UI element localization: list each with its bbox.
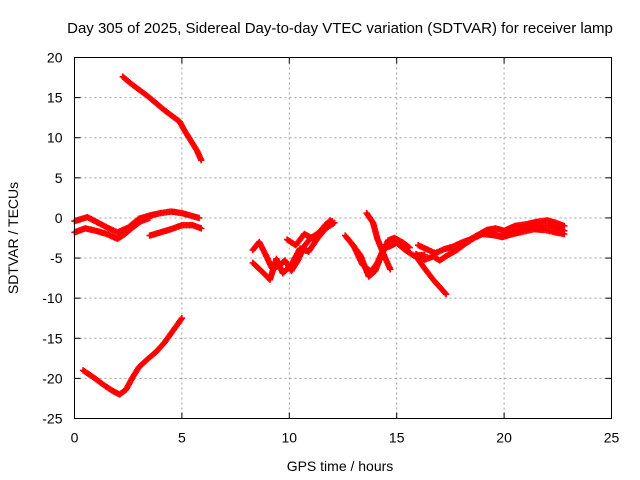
x-tick-label: 10 (282, 430, 298, 446)
plot-frame (74, 57, 612, 419)
data-point-marker (146, 214, 153, 222)
data-point-marker (561, 222, 568, 230)
series-track-j (348, 234, 413, 280)
data-point-marker (441, 289, 449, 297)
data-point-marker (198, 225, 205, 232)
data-point-marker (195, 214, 203, 222)
chart-title: Day 305 of 2025, Sidereal Day-to-day VTE… (67, 20, 613, 37)
data-point-marker (561, 230, 568, 238)
series-track-e (146, 221, 205, 239)
data-point-marker (329, 220, 337, 227)
data-point-marker (325, 218, 333, 225)
x-tick-label: 15 (389, 430, 405, 446)
data-point-marker (387, 266, 394, 273)
series-track-a (119, 73, 205, 164)
y-tick-label: -15 (42, 330, 62, 346)
y-axis-label: SDTVAR / TECUs (5, 182, 21, 294)
y-tick-label: -10 (42, 290, 62, 306)
x-tick-label: 20 (496, 430, 512, 446)
data-point-marker (331, 219, 338, 226)
x-tick-label: 0 (71, 430, 79, 446)
series-track-o (488, 225, 568, 241)
data-points (71, 73, 568, 398)
y-tick-label: -5 (50, 250, 63, 266)
series-track-d (71, 214, 153, 243)
y-tick-label: -25 (42, 411, 62, 427)
data-point-marker (406, 244, 413, 251)
data-point-marker (442, 290, 450, 298)
data-point-marker (326, 217, 334, 224)
data-point-marker (177, 316, 185, 323)
y-tick-label: 5 (55, 170, 63, 186)
y-tick-label: 15 (47, 90, 63, 106)
y-tick-label: 20 (47, 50, 63, 66)
data-point-marker (178, 315, 186, 322)
series-track-n (414, 217, 568, 257)
tick-labels: 0 5 10 15 20 25 -25 -20 -15 -10 -5 0 5 10 15 20 (42, 50, 619, 446)
x-axis-label: GPS time / hours (287, 458, 394, 474)
y-tick-label: 0 (55, 210, 63, 226)
x-tick-label: 25 (604, 430, 620, 446)
series-track-k (363, 209, 394, 273)
series-track-b (79, 315, 186, 398)
data-point-marker (405, 243, 412, 251)
series-track-h (283, 217, 334, 249)
y-tick-label: -20 (42, 370, 62, 386)
x-tick-label: 5 (178, 430, 186, 446)
data-point-marker (198, 156, 205, 164)
y-tick-label: 10 (47, 130, 63, 146)
